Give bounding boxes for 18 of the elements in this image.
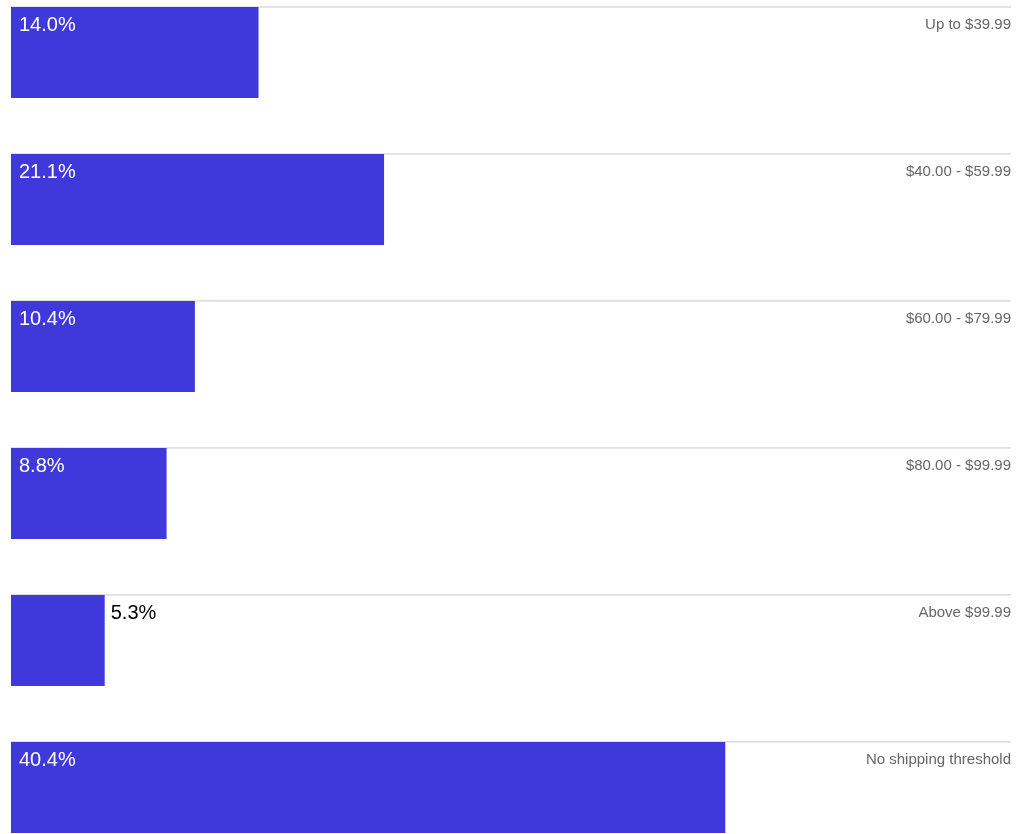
bar <box>11 741 726 833</box>
data-label: 8.8% <box>19 453 65 476</box>
bar <box>11 300 195 393</box>
bar <box>11 447 167 540</box>
bar <box>11 594 105 687</box>
bar <box>11 153 385 246</box>
bar <box>11 7 259 99</box>
y-tick-label: No shipping threshold <box>865 749 1011 767</box>
y-tick-label: Up to $39.99 <box>925 15 1011 32</box>
data-label: 40.4% <box>19 747 76 770</box>
y-tick-label: $40.00 - $59.99 <box>905 161 1011 179</box>
data-label: 21.1% <box>19 159 76 182</box>
data-label: 10.4% <box>19 306 76 329</box>
data-label: 5.3% <box>110 600 157 623</box>
y-tick-label: $60.00 - $79.99 <box>905 308 1011 326</box>
data-label: 14.0% <box>19 13 76 35</box>
y-tick-label: $80.00 - $99.99 <box>905 455 1011 473</box>
y-tick-label: Above $99.99 <box>918 602 1011 620</box>
